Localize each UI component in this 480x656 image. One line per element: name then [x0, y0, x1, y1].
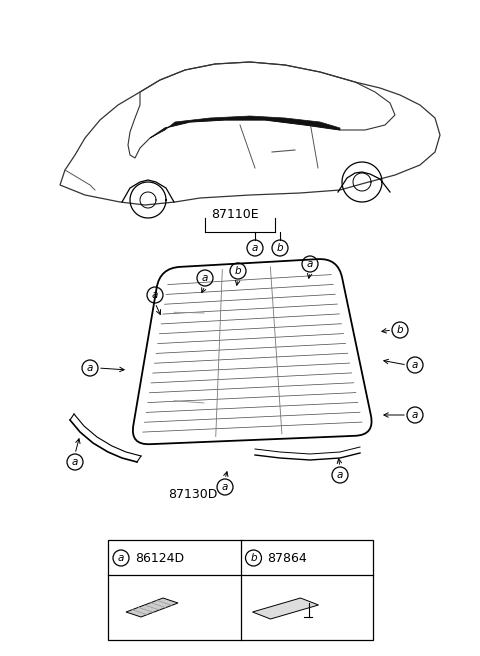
Text: a: a	[202, 273, 208, 283]
Text: a: a	[412, 360, 418, 370]
Text: 87130D: 87130D	[168, 487, 218, 501]
Text: a: a	[337, 470, 343, 480]
Text: a: a	[118, 553, 124, 563]
Text: 86124D: 86124D	[135, 552, 184, 565]
Text: a: a	[307, 259, 313, 269]
Text: b: b	[396, 325, 403, 335]
Text: b: b	[250, 553, 257, 563]
Text: a: a	[412, 410, 418, 420]
Text: 87864: 87864	[267, 552, 307, 565]
Text: a: a	[222, 482, 228, 492]
Text: a: a	[152, 290, 158, 300]
Text: b: b	[235, 266, 241, 276]
Text: a: a	[87, 363, 93, 373]
Polygon shape	[150, 116, 340, 138]
Polygon shape	[252, 598, 319, 619]
Polygon shape	[126, 598, 178, 617]
Text: a: a	[252, 243, 258, 253]
Text: b: b	[276, 243, 283, 253]
Text: a: a	[72, 457, 78, 467]
Text: 87110E: 87110E	[211, 209, 259, 222]
